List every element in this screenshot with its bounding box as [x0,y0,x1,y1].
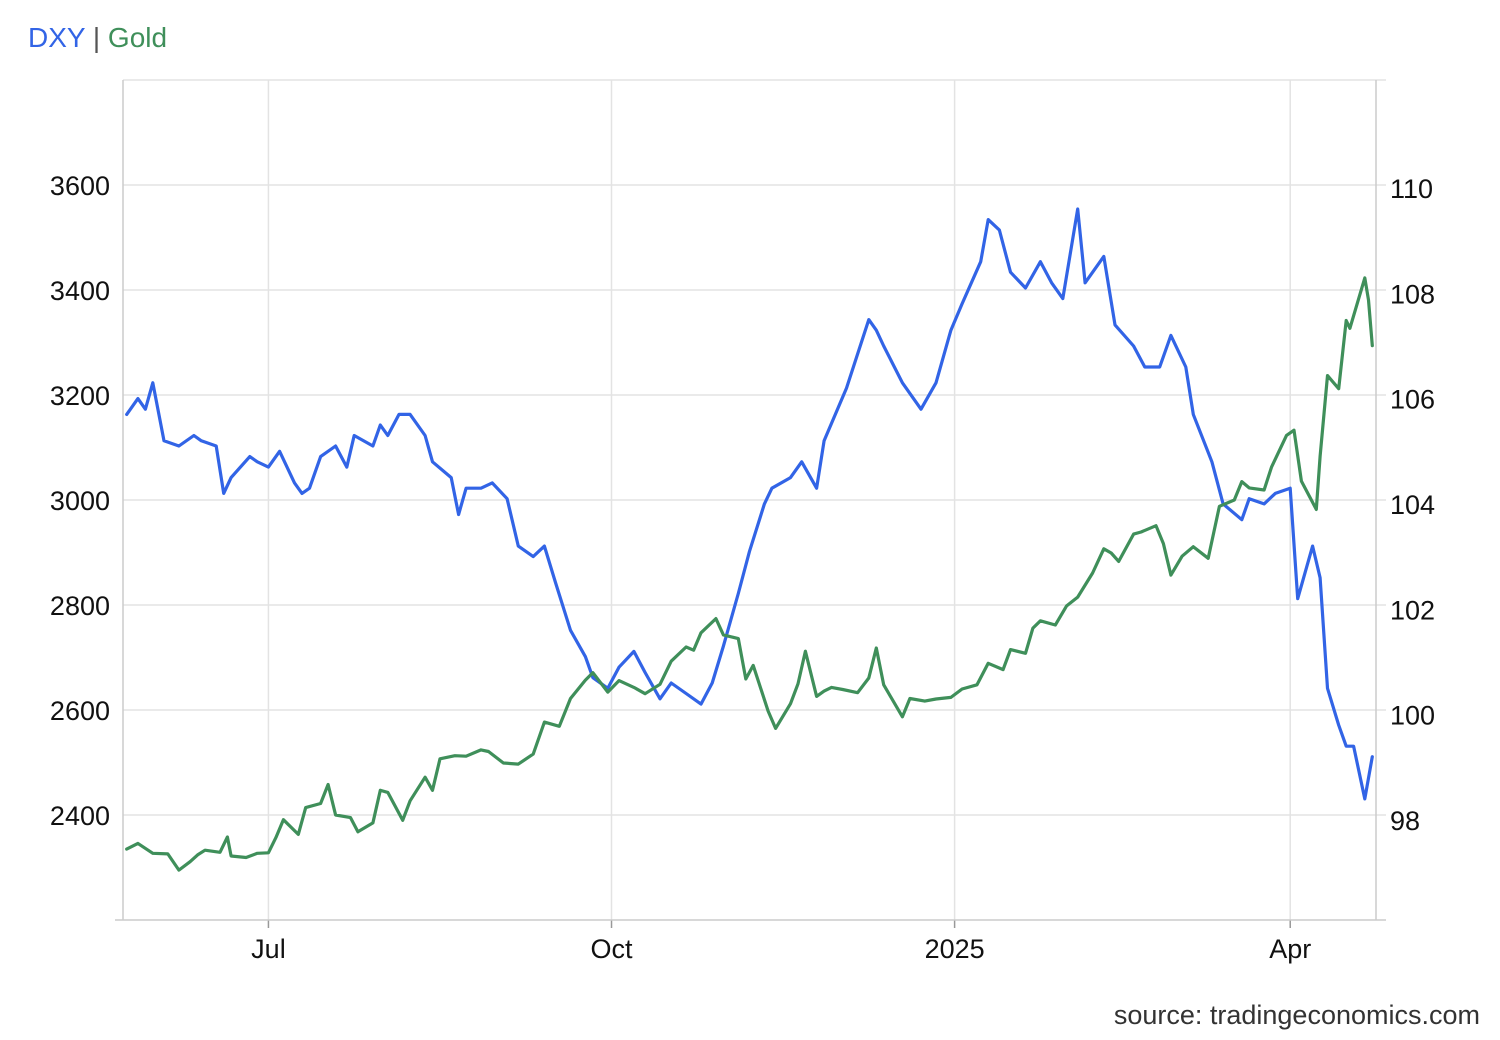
y-left-tick-label: 3600 [50,171,110,201]
x-tick-label: Oct [591,934,634,964]
x-tick-label: 2025 [925,934,985,964]
y-right-tick-label: 106 [1390,385,1435,415]
y-left-tick-label: 3000 [50,486,110,516]
y-right-tick-label: 104 [1390,490,1435,520]
y-left-tick-label: 2600 [50,696,110,726]
series-line-gold[interactable] [125,276,1374,872]
y-right-tick-label: 100 [1390,701,1435,731]
legend-dxy[interactable]: DXY [28,22,86,53]
y-left-tick-label: 2400 [50,801,110,831]
x-tick-label: Jul [251,934,286,964]
chart-grid [123,79,1386,920]
x-tick-label: Apr [1269,934,1311,964]
y-left-tick-label: 2800 [50,591,110,621]
y-right-tick-label: 102 [1390,595,1435,625]
legend: DXY | Gold [28,22,167,54]
legend-separator: | [92,22,101,53]
y-right-tick-label: 108 [1390,279,1435,309]
source-credit: source: tradingeconomics.com [1113,1000,1480,1030]
legend-gold[interactable]: Gold [107,22,168,53]
series-lines [125,207,1374,872]
y-right-tick-label: 98 [1390,806,1420,836]
series-line-dxy[interactable] [125,207,1374,801]
y-right-tick-label: 110 [1390,174,1433,204]
tick-labels: 2400 2600 2800 3000 3200 3400 3600 98 100 102 104 1… [50,171,1435,964]
y-left-tick-label: 3200 [50,381,110,411]
chart-axes [115,80,1386,928]
y-left-tick-label: 3400 [50,276,110,306]
